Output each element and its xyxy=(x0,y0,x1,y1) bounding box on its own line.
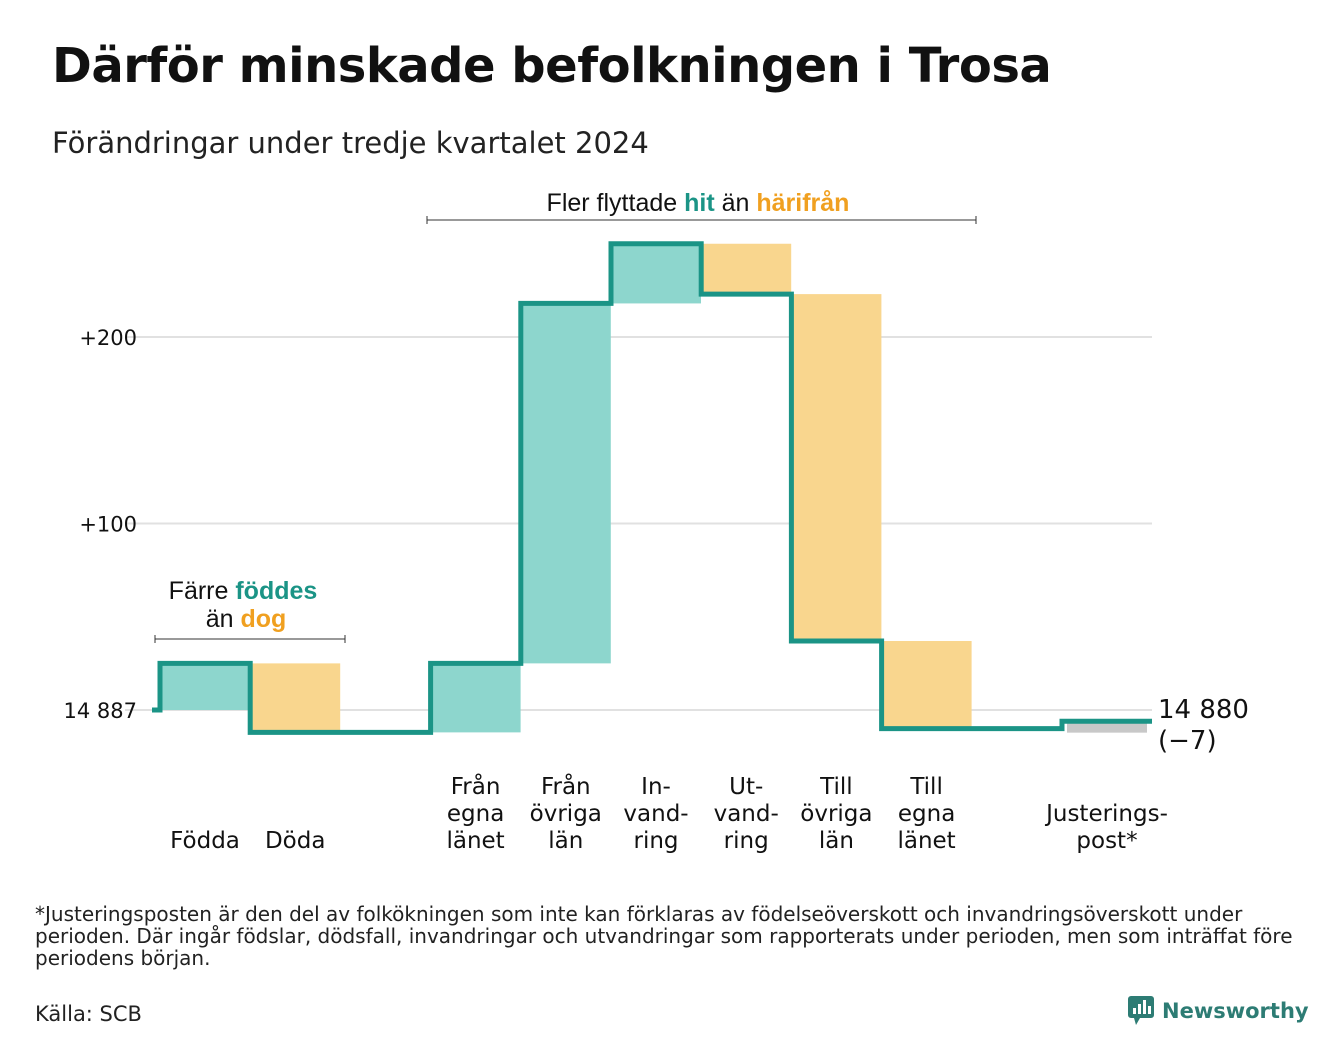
category-label: vand- xyxy=(623,801,688,827)
bar-out xyxy=(250,663,341,733)
y-tick-label: 14 887 xyxy=(64,699,137,723)
y-tick-labels: 14 887 +100 +200 xyxy=(64,326,137,723)
category-label: län xyxy=(548,828,583,854)
bar-in xyxy=(520,303,611,664)
category-label: post* xyxy=(1076,828,1137,854)
category-label: övriga xyxy=(530,801,602,827)
newsworthy-logo: Newsworthy xyxy=(1128,996,1309,1026)
end-change-label: (−7) xyxy=(1158,726,1217,756)
category-label: Justerings- xyxy=(1044,801,1168,827)
births-annotation-line1: Färre föddes xyxy=(169,577,318,605)
newsworthy-chart-icon xyxy=(1128,996,1154,1025)
migration-annotation-bracket xyxy=(426,216,977,224)
waterfall-chart: 14 887+100+200 Födda DödaFrånegnalänetFrå… xyxy=(64,189,1249,854)
chart-subtitle: Förändringar under tredje kvartalet 2024 xyxy=(52,126,649,160)
category-label: egna xyxy=(447,801,504,827)
category-label: länet xyxy=(446,828,504,854)
gridlines xyxy=(125,336,1152,711)
category-label: Till xyxy=(819,774,853,800)
category-label: Till xyxy=(909,774,943,800)
y-tick-label: +100 xyxy=(79,513,137,537)
category-label: övriga xyxy=(800,801,872,827)
bars xyxy=(160,243,1147,733)
cumulative-step-line xyxy=(152,241,1152,735)
category-label: Döda xyxy=(265,828,325,854)
bar-out xyxy=(881,640,972,729)
births-annotation-bracket xyxy=(154,635,346,643)
bar-in xyxy=(611,243,701,304)
bar-adjustment xyxy=(1067,721,1147,733)
end-value-label: 14 880 xyxy=(1158,695,1249,725)
migration-annotation: Fler flyttade hit än härifrån xyxy=(547,189,850,217)
footnote: *Justeringsposten är den del av folkökni… xyxy=(35,902,1293,970)
chart-title: Därför minskade befolkningen i Trosa xyxy=(52,38,1052,94)
logo-text: Newsworthy xyxy=(1162,999,1309,1023)
category-label: länet xyxy=(897,828,955,854)
category-label: Från xyxy=(451,772,501,800)
category-label: ring xyxy=(633,828,678,854)
category-label: In- xyxy=(641,774,671,800)
bar-in xyxy=(430,663,521,733)
category-labels: Födda DödaFrånegnalänetFrånövrigalänIn-va… xyxy=(170,772,1168,854)
source-label: Källa: SCB xyxy=(35,1002,142,1026)
y-tick-label: +200 xyxy=(79,326,137,350)
bar-in xyxy=(160,663,250,710)
category-label: län xyxy=(819,828,854,854)
births-annotation-line2: än dog xyxy=(206,605,287,633)
category-label: vand- xyxy=(714,801,779,827)
category-label: ring xyxy=(724,828,769,854)
bar-out xyxy=(701,243,792,295)
category-label: Födda xyxy=(170,828,240,854)
step-line xyxy=(152,241,1152,735)
category-label: Ut- xyxy=(729,774,763,800)
category-label: Från xyxy=(541,772,591,800)
bar-out xyxy=(791,294,882,641)
category-label: egna xyxy=(898,801,955,827)
